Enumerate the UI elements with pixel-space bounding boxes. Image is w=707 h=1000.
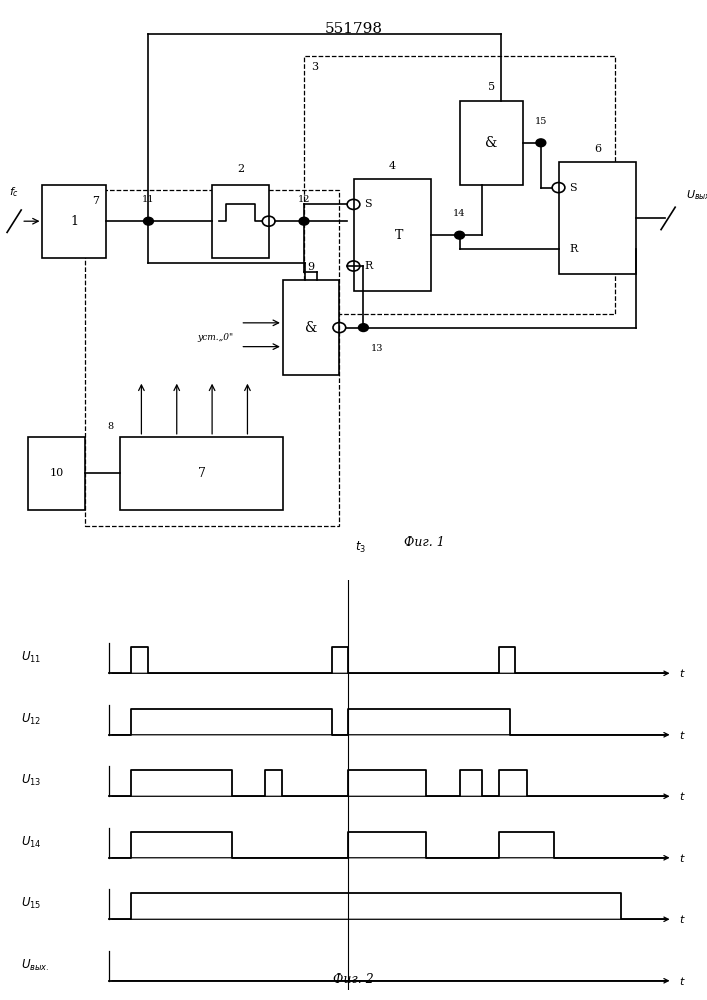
- Text: $U_{14}$: $U_{14}$: [21, 835, 42, 850]
- Bar: [28, 437, 85, 510]
- Text: $U_{15}$: $U_{15}$: [21, 896, 41, 911]
- Text: $t$: $t$: [679, 790, 686, 802]
- Circle shape: [536, 139, 546, 147]
- Bar: [460, 101, 523, 185]
- Bar: [283, 280, 339, 375]
- Text: 5: 5: [488, 82, 495, 92]
- Circle shape: [144, 217, 153, 225]
- Text: 15: 15: [534, 117, 547, 126]
- Text: 7: 7: [92, 196, 99, 206]
- Text: R: R: [569, 244, 578, 254]
- Text: Фиг. 1: Фиг. 1: [404, 536, 445, 549]
- Text: 4: 4: [389, 161, 396, 171]
- Text: $U_{вых.}$: $U_{вых.}$: [21, 958, 49, 973]
- Text: T: T: [395, 229, 404, 242]
- Text: 3: 3: [311, 62, 318, 72]
- Text: $t$: $t$: [679, 729, 686, 741]
- Text: $t_3$: $t_3$: [355, 540, 366, 555]
- Text: $t$: $t$: [679, 913, 686, 925]
- Bar: [120, 437, 283, 510]
- Text: $t$: $t$: [679, 975, 686, 987]
- Text: $t$: $t$: [679, 667, 686, 679]
- Text: $U_{11}$: $U_{11}$: [21, 650, 41, 665]
- Text: 9: 9: [308, 262, 315, 272]
- Text: &: &: [305, 321, 317, 335]
- Text: 13: 13: [370, 344, 383, 353]
- Bar: [354, 179, 431, 291]
- Circle shape: [455, 231, 464, 239]
- Text: $U_{12}$: $U_{12}$: [21, 712, 41, 727]
- Circle shape: [358, 324, 368, 332]
- Text: 14: 14: [453, 209, 466, 218]
- Text: $t$: $t$: [679, 852, 686, 864]
- Text: 8: 8: [107, 422, 113, 431]
- Text: $U_{13}$: $U_{13}$: [21, 773, 41, 788]
- Bar: [559, 162, 636, 274]
- Bar: [304, 56, 615, 314]
- Text: 551798: 551798: [325, 22, 382, 36]
- Text: уст.„0": уст.„0": [197, 333, 233, 342]
- Bar: [42, 185, 106, 258]
- Text: 10: 10: [49, 468, 64, 478]
- Text: 7: 7: [197, 467, 206, 480]
- Text: R: R: [364, 261, 373, 271]
- Text: 12: 12: [298, 195, 310, 204]
- Text: &: &: [485, 136, 498, 150]
- Text: 11: 11: [142, 195, 155, 204]
- Text: $f_c$: $f_c$: [9, 185, 19, 199]
- Text: 2: 2: [237, 164, 244, 174]
- Text: S: S: [364, 199, 372, 209]
- Circle shape: [299, 217, 309, 225]
- Text: $U_{вых.}$: $U_{вых.}$: [686, 188, 707, 202]
- Bar: [212, 185, 269, 258]
- Text: 6: 6: [594, 144, 601, 154]
- Bar: [85, 190, 339, 526]
- Text: 1: 1: [70, 215, 78, 228]
- Text: S: S: [569, 183, 577, 193]
- Text: Фиг. 2: Фиг. 2: [333, 973, 374, 986]
